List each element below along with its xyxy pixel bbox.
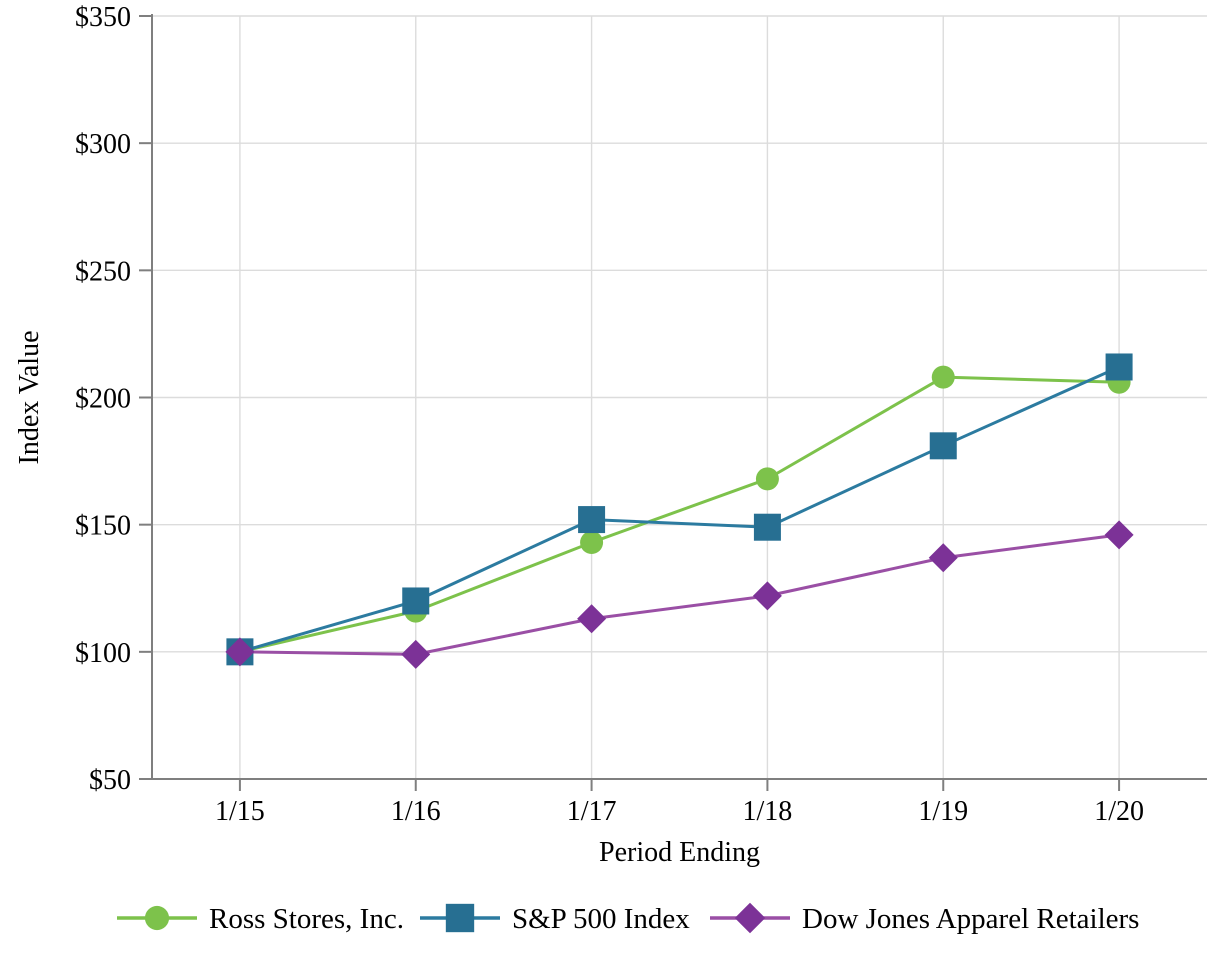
- point-dow-jones-apparel-retailers-1-16: [401, 639, 431, 669]
- point-s-p-500-index-1-16: [402, 587, 430, 615]
- point-dow-jones-apparel-retailers-1-17: [577, 604, 607, 634]
- legend-item-ross-stores-inc: Ross Stores, Inc.: [117, 903, 404, 935]
- legend-diamond-icon: [734, 902, 766, 934]
- legend-circle-icon: [144, 905, 170, 931]
- x-axis-title: Period Ending: [599, 837, 760, 868]
- legend-label: S&P 500 Index: [512, 903, 690, 935]
- x-tick-label: 1/18: [743, 796, 793, 827]
- x-tick-label: 1/15: [215, 796, 265, 827]
- point-ross-stores-inc-1-18: [755, 467, 779, 491]
- point-s-p-500-index-1-20: [1105, 353, 1133, 381]
- y-tick-label: $300: [75, 129, 131, 160]
- y-tick-label: $200: [75, 384, 131, 415]
- legend-item-dow-jones-apparel-retailers: Dow Jones Apparel Retailers: [710, 902, 1139, 935]
- x-tick-label: 1/20: [1094, 796, 1144, 827]
- legend-item-s-p-500-index: S&P 500 Index: [420, 903, 690, 935]
- legend-label: Dow Jones Apparel Retailers: [802, 903, 1139, 935]
- series-line-dow-jones-apparel-retailers: [239, 533, 1120, 656]
- point-s-p-500-index-1-17: [578, 506, 606, 534]
- point-s-p-500-index-1-18: [753, 513, 781, 541]
- point-ross-stores-inc-1-19: [931, 365, 955, 389]
- y-tick-label: $50: [89, 765, 131, 796]
- series-line-s-p-500-index: [239, 365, 1120, 654]
- series-line-ross-stores-inc: [239, 375, 1120, 654]
- y-tick-label: $100: [75, 638, 131, 669]
- point-dow-jones-apparel-retailers-1-18: [752, 581, 782, 611]
- y-tick-label: $150: [75, 511, 131, 542]
- point-dow-jones-apparel-retailers-1-19: [928, 543, 958, 573]
- point-s-p-500-index-1-19: [929, 432, 957, 460]
- x-tick-label: 1/17: [567, 796, 617, 827]
- y-axis-title: Index Value: [14, 331, 45, 465]
- legend-label: Ross Stores, Inc.: [209, 903, 404, 935]
- point-ross-stores-inc-1-17: [580, 530, 604, 554]
- x-tick-label: 1/19: [918, 796, 968, 827]
- y-tick-label: $350: [75, 2, 131, 33]
- point-dow-jones-apparel-retailers-1-20: [1104, 520, 1134, 550]
- y-tick-label: $250: [75, 256, 131, 287]
- legend-square-icon: [445, 903, 475, 933]
- point-dow-jones-apparel-retailers-1-15: [225, 637, 255, 667]
- x-tick-label: 1/16: [391, 796, 441, 827]
